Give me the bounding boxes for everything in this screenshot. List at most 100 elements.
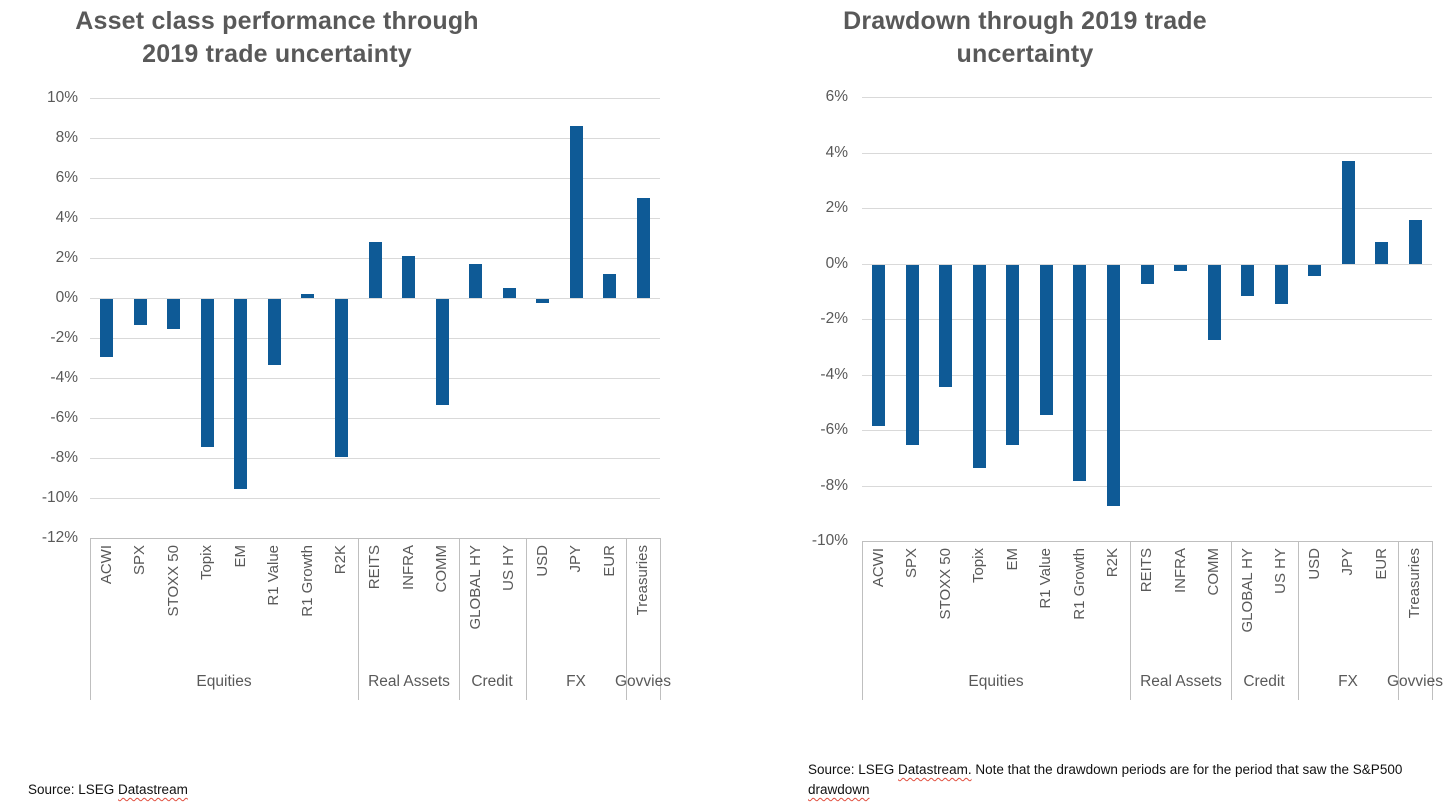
- bar-r1-growth: [301, 294, 314, 298]
- y-axis-tick-label: 8%: [55, 129, 78, 146]
- bar-global-hy: [469, 264, 482, 298]
- y-axis-tick-label: -10%: [41, 489, 78, 506]
- gridline--8: [90, 458, 660, 459]
- y-axis-tick-label: 2%: [55, 249, 78, 266]
- source-text-misspelled: Datastream: [118, 782, 188, 797]
- bar-reits: [369, 242, 382, 298]
- plot-area-performance: 10% 8% 6% 4% 2% 0% -2% -4% -6% -8% -10% -12% ACWI SPX…: [41, 89, 671, 700]
- y-axis-tick-label: -2%: [50, 329, 78, 346]
- bar-spx: [134, 299, 147, 325]
- bar-r2k: [335, 299, 348, 457]
- bar-acwi: [100, 299, 113, 357]
- x-axis-label-infra: INFRA: [400, 545, 417, 590]
- chart-title-line: Asset class performance through: [75, 7, 479, 35]
- x-axis-label-em: EM: [232, 545, 249, 568]
- y-axis-tick-label: 10%: [46, 89, 78, 106]
- category-group-separator: [660, 538, 661, 700]
- gridline-0: [90, 298, 660, 299]
- x-axis-line: [862, 541, 1432, 542]
- x-axis-label-spx: SPX: [131, 545, 148, 576]
- x-axis-label-stoxx-50: STOXX 50: [937, 548, 954, 620]
- bar-eur: [1375, 242, 1388, 264]
- category-group-separator: [358, 538, 359, 700]
- bar-acwi: [872, 265, 885, 426]
- category-group-separator: [1231, 541, 1232, 700]
- y-axis-tick-label: 4%: [55, 209, 78, 226]
- axis-group-label-real-assets: Real Assets: [368, 673, 450, 690]
- x-axis-label-spx: SPX: [903, 548, 920, 579]
- bar-jpy: [570, 126, 583, 298]
- axis-group-label-fx: FX: [1338, 673, 1358, 690]
- bar-infra: [1174, 265, 1187, 271]
- x-axis-label-global-hy: GLOBAL HY: [1239, 548, 1256, 633]
- gridline--2: [90, 338, 660, 339]
- source-text: Note that the drawdown periods are for t…: [971, 762, 1403, 777]
- gridline-4: [90, 218, 660, 219]
- chart-title-line: Drawdown through 2019 trade: [843, 7, 1207, 35]
- x-axis-label-reits: REITS: [366, 545, 383, 590]
- axis-group-label-fx: FX: [566, 673, 586, 690]
- gridline-6: [90, 178, 660, 179]
- x-axis-label-eur: EUR: [1373, 548, 1390, 580]
- category-group-separator: [459, 538, 460, 700]
- category-group-separator: [1432, 541, 1433, 700]
- y-axis-tick-label: -6%: [50, 409, 78, 426]
- category-group-separator: [862, 541, 863, 700]
- y-axis-tick-label: -2%: [820, 310, 848, 327]
- category-group-separator: [1130, 541, 1131, 700]
- y-axis-tick-label: -8%: [820, 477, 848, 494]
- axis-group-label-govvies: Govvies: [615, 673, 671, 690]
- plot-area-drawdown: 6% 4% 2% 0% -2% -4% -6% -8% -10% ACWI SPX STOXX 50 T…: [795, 0, 1455, 810]
- x-axis-label-comm: COMM: [433, 545, 450, 593]
- chart-title-line: 2019 trade uncertainty: [142, 40, 412, 68]
- x-axis-label-topix: Topix: [970, 548, 987, 584]
- axis-group-label-credit: Credit: [1243, 673, 1285, 690]
- gridline--6: [90, 418, 660, 419]
- x-axis-label-topix: Topix: [198, 545, 215, 581]
- source-text: Source: LSEG: [28, 782, 119, 797]
- gridline--6: [862, 430, 1432, 431]
- bar-r2k: [1107, 265, 1120, 506]
- chart-panel-drawdown: Drawdown through 2019 trade uncertainty …: [795, 0, 1455, 810]
- bar-us-hy: [1275, 265, 1288, 304]
- x-axis-label-r1-value: R1 Value: [1037, 548, 1054, 609]
- x-axis-line: [90, 538, 660, 539]
- category-group-separator: [1298, 541, 1299, 700]
- gridline--4: [90, 378, 660, 379]
- x-axis-label-eur: EUR: [601, 545, 618, 577]
- x-axis-label-comm: COMM: [1205, 548, 1222, 596]
- y-axis-tick-label: -4%: [50, 369, 78, 386]
- x-axis-label-us-hy: US HY: [1272, 548, 1289, 594]
- x-axis-label-em: EM: [1004, 548, 1021, 571]
- x-axis-label-r1-value: R1 Value: [265, 545, 282, 606]
- chart-panel-performance: Asset class performance through 2019 tra…: [28, 5, 671, 797]
- gridline-6: [862, 97, 1432, 98]
- bar-spx: [906, 265, 919, 445]
- y-axis-tick-label: 0%: [55, 289, 78, 306]
- chart-title-performance: Asset class performance through 2019 tra…: [30, 5, 524, 71]
- gridline--4: [862, 375, 1432, 376]
- category-group-separator: [1398, 541, 1399, 700]
- x-axis-label-reits: REITS: [1138, 548, 1155, 593]
- y-axis-tick-label: 4%: [825, 144, 848, 161]
- y-axis-tick-label: 0%: [825, 255, 848, 272]
- axis-group-label-govvies: Govvies: [1387, 673, 1443, 690]
- bar-stoxx-50: [939, 265, 952, 387]
- gridline--10: [90, 498, 660, 499]
- gridline-0: [862, 264, 1432, 265]
- bar-reits: [1141, 265, 1154, 284]
- x-axis-label-us-hy: US HY: [500, 545, 517, 591]
- axis-group-label-equities: Equities: [196, 673, 252, 690]
- x-axis-label-acwi: ACWI: [870, 548, 887, 588]
- x-axis-label-r1-growth: R1 Growth: [299, 545, 316, 617]
- x-axis-label-jpy: JPY: [567, 545, 584, 573]
- bar-stoxx-50: [167, 299, 180, 329]
- gridline-4: [862, 153, 1432, 154]
- category-group-separator: [90, 538, 91, 700]
- axis-group-label-credit: Credit: [471, 673, 513, 690]
- y-axis-tick-label: -4%: [820, 366, 848, 383]
- x-axis-label-global-hy: GLOBAL HY: [467, 545, 484, 630]
- bar-global-hy: [1241, 265, 1254, 296]
- bar-eur: [603, 274, 616, 298]
- bar-treasuries: [637, 198, 650, 298]
